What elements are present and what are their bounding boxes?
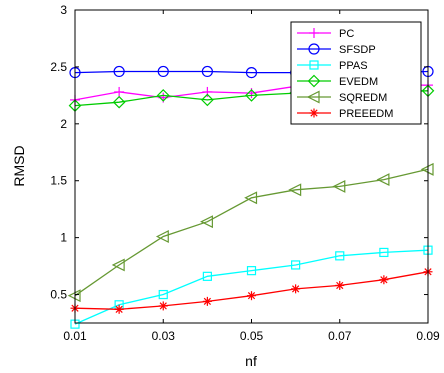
series-preeedm <box>70 267 433 314</box>
legend-marker-pc <box>309 28 319 38</box>
legend-item-ppas: PPAS <box>297 60 368 72</box>
data-point-sqredm-6 <box>332 179 346 193</box>
x-tick-label: 0.05 <box>240 329 264 343</box>
y-axis-label: RMSD <box>11 145 27 186</box>
legend-item-pc: PC <box>297 28 354 40</box>
data-point-ppas-5 <box>291 260 301 270</box>
x-tick-label: 0.09 <box>416 329 440 343</box>
y-tick-label: 3 <box>60 3 67 17</box>
data-point-sqredm-3 <box>200 215 213 229</box>
x-tick-label: 0.03 <box>152 329 176 343</box>
data-point-sfsdp-1 <box>113 65 125 78</box>
data-point-evedm-3 <box>201 93 214 107</box>
data-point-sqredm-4 <box>244 191 258 205</box>
data-point-pc-3 <box>202 86 213 97</box>
data-point-sfsdp-4 <box>245 66 258 79</box>
legend: PC SFSDP PPAS EVEDM SQREDM PREEEDM <box>290 21 422 125</box>
series-ppas <box>70 245 433 329</box>
legend-marker-sqredm <box>306 90 320 104</box>
data-point-sfsdp-2 <box>157 65 169 78</box>
data-point-ppas-7 <box>379 247 389 258</box>
legend-label-pc: PC <box>339 28 354 40</box>
data-point-preeedm-6 <box>335 280 345 290</box>
legend-marker-evedm <box>307 74 321 88</box>
data-point-preeedm-3 <box>202 296 212 306</box>
legend-item-preeedm: PREEEDM <box>297 108 393 120</box>
legend-marker-ppas <box>309 60 319 70</box>
data-point-preeedm-5 <box>291 284 301 294</box>
x-axis-label: nf <box>245 353 257 369</box>
tick-layer: 0.01 0.03 0.05 0.07 0.09 0.5 1 1.5 2 2.5 3 <box>50 3 440 343</box>
data-point-sqredm-2 <box>155 230 169 243</box>
data-point-evedm-2 <box>156 89 170 102</box>
data-point-sfsdp-3 <box>201 65 213 78</box>
data-point-evedm-1 <box>112 95 126 109</box>
legend-marker-sfsdp <box>308 43 320 55</box>
data-point-preeedm-2 <box>158 301 168 311</box>
legend-box <box>290 21 422 125</box>
data-point-sqredm-7 <box>376 173 390 187</box>
y-tick-label: 2.5 <box>50 60 67 74</box>
legend-item-sqredm: SQREDM <box>297 90 387 104</box>
legend-label-sfsdp: SFSDP <box>339 44 376 56</box>
y-tick-label: 1 <box>60 231 67 245</box>
x-tick-label: 0.01 <box>63 329 87 343</box>
x-tick-label: 0.07 <box>328 329 352 343</box>
series-line-ppas <box>74 249 429 325</box>
legend-item-evedm: EVEDM <box>297 74 378 88</box>
legend-item-sfsdp: SFSDP <box>297 43 376 56</box>
data-point-ppas-3 <box>202 271 212 281</box>
data-point-pc-1 <box>114 86 125 97</box>
data-point-preeedm-1 <box>114 304 124 314</box>
data-point-preeedm-4 <box>247 291 256 301</box>
y-tick-label: 0.5 <box>50 288 67 302</box>
legend-label-preeedm: PREEEDM <box>339 108 393 120</box>
data-point-preeedm-7 <box>379 275 389 285</box>
data-point-ppas-6 <box>335 251 345 261</box>
data-point-sqredm-5 <box>288 183 302 197</box>
data-point-evedm-4 <box>245 89 258 102</box>
data-point-sqredm-1 <box>111 258 125 272</box>
legend-marker-preeedm <box>309 108 319 118</box>
legend-label-ppas: PPAS <box>339 60 368 72</box>
y-tick-label: 1.5 <box>50 174 67 188</box>
y-tick-label: 2 <box>60 117 67 131</box>
legend-label-sqredm: SQREDM <box>339 92 387 104</box>
legend-label-evedm: EVEDM <box>339 76 378 88</box>
data-point-ppas-4 <box>246 266 257 276</box>
data-point-ppas-2 <box>158 289 168 300</box>
series-line-sqredm <box>74 168 429 297</box>
